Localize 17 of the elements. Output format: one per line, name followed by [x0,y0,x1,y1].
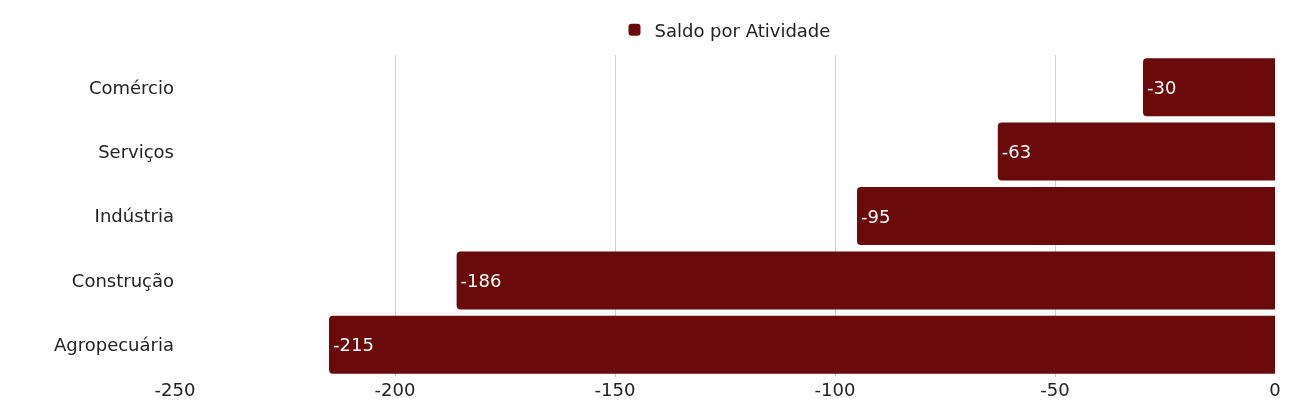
x-tick-label: -150 [594,379,636,400]
y-tick-label: Serviços [98,140,174,162]
y-tick-label: Agropecuária [53,334,174,356]
x-tick-label: -50 [1040,379,1070,400]
x-tick-label: -250 [154,379,196,400]
y-tick-label: Indústria [94,205,174,227]
data-label: -186 [460,269,502,291]
data-label: -215 [333,334,374,356]
x-tick-label: -200 [374,379,416,400]
y-tick-label: Construção [71,269,174,291]
data-label: -30 [1147,76,1177,98]
x-tick-label: -100 [814,379,856,400]
legend-label: Saldo por Atividade [654,19,831,41]
x-tick-label: 0 [1269,379,1281,400]
data-label: -63 [1001,141,1032,163]
y-tick-label: Comércio [88,76,174,98]
data-label: -95 [861,205,891,227]
